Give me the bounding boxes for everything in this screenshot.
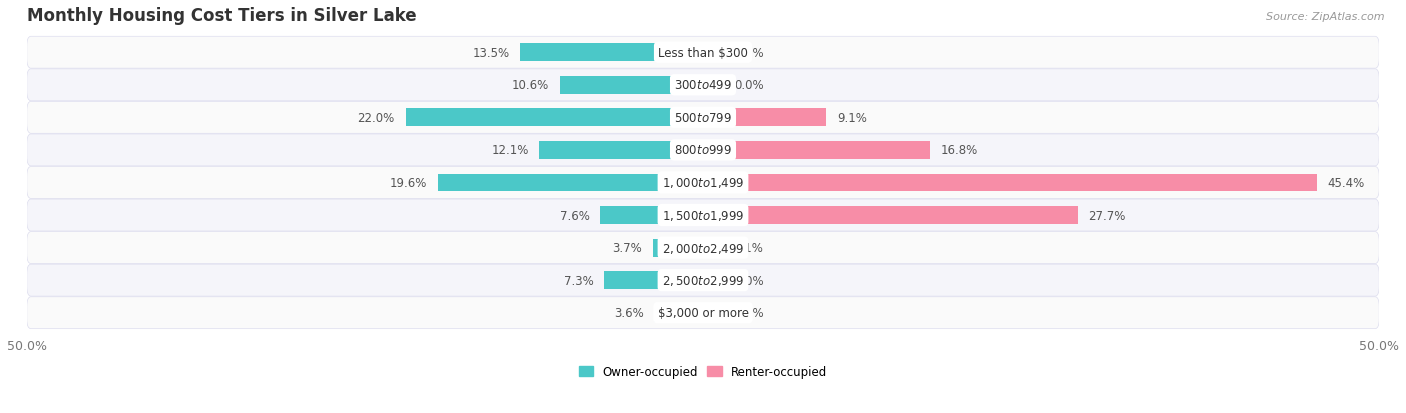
Text: $300 to $499: $300 to $499 (673, 79, 733, 92)
Text: 1.1%: 1.1% (734, 242, 763, 254)
Text: 0.0%: 0.0% (734, 306, 763, 319)
Text: $2,000 to $2,499: $2,000 to $2,499 (662, 241, 744, 255)
Text: 0.0%: 0.0% (734, 47, 763, 59)
Text: 45.4%: 45.4% (1327, 176, 1365, 190)
Text: $1,000 to $1,499: $1,000 to $1,499 (662, 176, 744, 190)
Text: $800 to $999: $800 to $999 (673, 144, 733, 157)
Text: $3,000 or more: $3,000 or more (658, 306, 748, 319)
Bar (520, 44, 703, 62)
Bar (703, 239, 718, 257)
Text: 12.1%: 12.1% (491, 144, 529, 157)
FancyBboxPatch shape (27, 102, 1379, 134)
Bar (703, 77, 723, 95)
Text: 9.1%: 9.1% (837, 112, 866, 125)
Text: 13.5%: 13.5% (472, 47, 509, 59)
Bar (654, 304, 703, 322)
Text: 0.0%: 0.0% (734, 79, 763, 92)
Bar (703, 142, 931, 159)
FancyBboxPatch shape (27, 135, 1379, 166)
Legend: Owner-occupied, Renter-occupied: Owner-occupied, Renter-occupied (574, 360, 832, 382)
FancyBboxPatch shape (27, 232, 1379, 264)
FancyBboxPatch shape (27, 70, 1379, 102)
Text: 7.6%: 7.6% (560, 209, 589, 222)
Text: 3.6%: 3.6% (614, 306, 644, 319)
Text: 7.3%: 7.3% (564, 274, 593, 287)
Text: 0.0%: 0.0% (734, 274, 763, 287)
Bar (703, 174, 1317, 192)
Text: Less than $300: Less than $300 (658, 47, 748, 59)
Bar (405, 109, 703, 127)
Bar (540, 142, 703, 159)
Text: 22.0%: 22.0% (357, 112, 395, 125)
Text: 27.7%: 27.7% (1088, 209, 1126, 222)
Text: 3.7%: 3.7% (613, 242, 643, 254)
Text: 19.6%: 19.6% (389, 176, 427, 190)
Bar (703, 109, 827, 127)
Text: Source: ZipAtlas.com: Source: ZipAtlas.com (1267, 12, 1385, 22)
FancyBboxPatch shape (27, 167, 1379, 199)
FancyBboxPatch shape (27, 37, 1379, 69)
Text: $500 to $799: $500 to $799 (673, 112, 733, 125)
Text: 16.8%: 16.8% (941, 144, 979, 157)
Bar (439, 174, 703, 192)
Text: 10.6%: 10.6% (512, 79, 548, 92)
Bar (703, 44, 723, 62)
Bar (605, 271, 703, 290)
Bar (703, 206, 1077, 224)
FancyBboxPatch shape (27, 297, 1379, 329)
Bar (703, 271, 723, 290)
Bar (652, 239, 703, 257)
Bar (600, 206, 703, 224)
FancyBboxPatch shape (27, 199, 1379, 231)
Text: Monthly Housing Cost Tiers in Silver Lake: Monthly Housing Cost Tiers in Silver Lak… (27, 7, 416, 25)
Text: $2,500 to $2,999: $2,500 to $2,999 (662, 273, 744, 287)
Bar (703, 304, 723, 322)
Bar (560, 77, 703, 95)
FancyBboxPatch shape (27, 265, 1379, 297)
Text: $1,500 to $1,999: $1,500 to $1,999 (662, 209, 744, 223)
